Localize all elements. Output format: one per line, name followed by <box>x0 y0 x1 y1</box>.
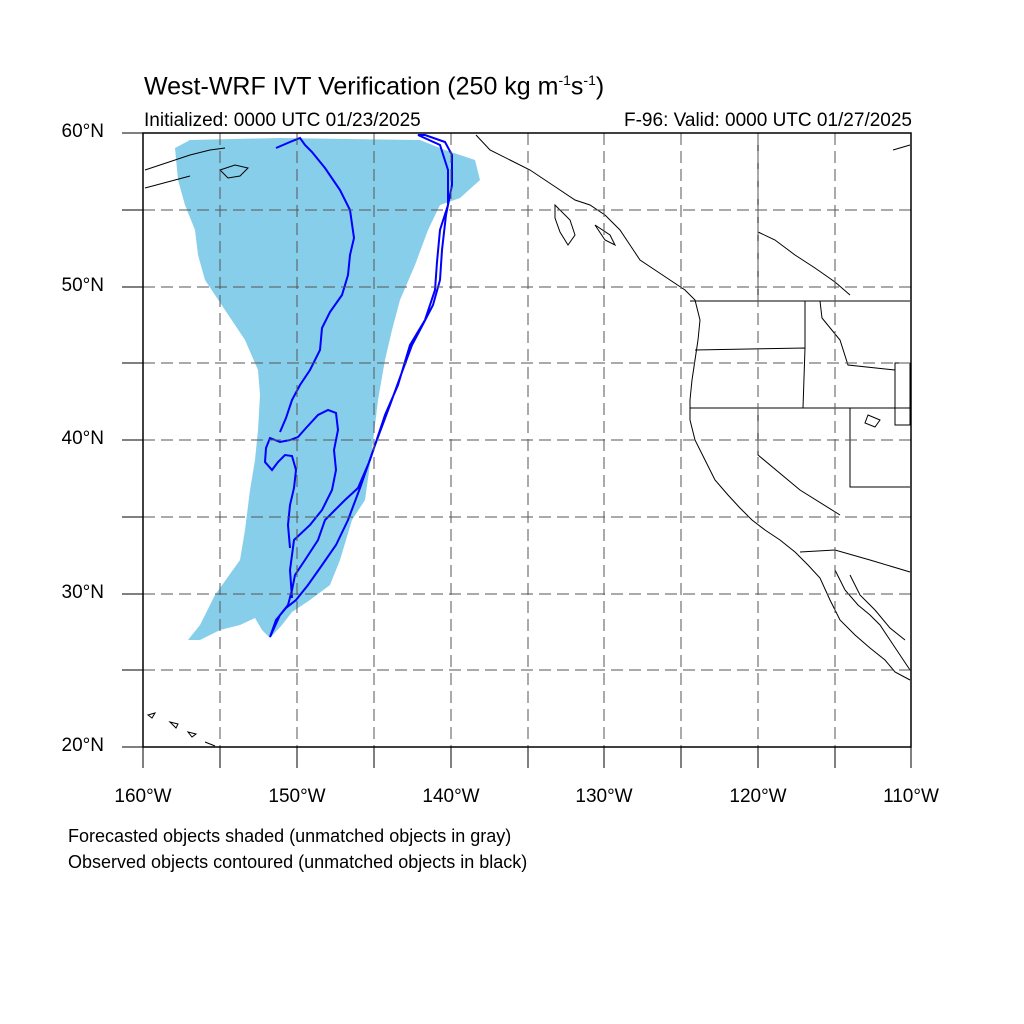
lat-label-60: 60°N <box>61 121 104 142</box>
observed-note: Observed objects contoured (unmatched ob… <box>68 852 528 872</box>
lon-label-150w: 150°W <box>268 786 326 807</box>
lon-label-120w: 120°W <box>729 786 787 807</box>
lat-label-40: 40°N <box>61 428 104 449</box>
map-title: West-WRF IVT Verification (250 kg m-1s-1… <box>144 72 605 101</box>
coastlines <box>144 134 911 747</box>
valid-time: F-96: Valid: 0000 UTC 01/27/2025 <box>624 110 912 131</box>
forecast-object <box>175 138 480 640</box>
lat-label-20: 20°N <box>61 735 104 756</box>
lat-label-50: 50°N <box>61 275 104 296</box>
graticule <box>143 133 911 747</box>
axis-ticks <box>122 132 912 768</box>
forecast-note: Forecasted objects shaded (unmatched obj… <box>68 826 512 846</box>
lat-label-30: 30°N <box>61 582 104 603</box>
lon-label-110w: 110°W <box>883 786 939 807</box>
initialized-time: Initialized: 0000 UTC 01/23/2025 <box>144 110 421 131</box>
lon-label-140w: 140°W <box>422 786 480 807</box>
lon-label-160w: 160°W <box>114 786 172 807</box>
political-boundaries <box>690 135 911 573</box>
lon-label-130w: 130°W <box>575 786 633 807</box>
